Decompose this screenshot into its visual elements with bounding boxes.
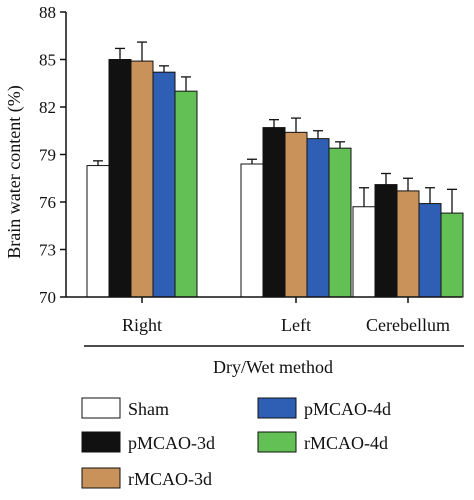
- bar: [174, 90, 198, 298]
- legend-label: rMCAO-4d: [304, 433, 388, 453]
- legend-swatch: [257, 431, 297, 453]
- bar: [262, 127, 286, 298]
- bar: [328, 147, 352, 298]
- legend-label: Sham: [128, 399, 169, 419]
- bar: [396, 190, 420, 298]
- y-tick-label: 82: [39, 98, 56, 117]
- x-axis-title: Dry/Wet method: [213, 357, 333, 377]
- legend-label: pMCAO-3d: [128, 433, 215, 453]
- chart-legend: Sham pMCAO-3d rMCAO-3d pMCAO-4d rMCAO-4d: [81, 397, 391, 489]
- y-axis-title: Brain water content (%): [4, 85, 25, 258]
- bar: [374, 184, 398, 298]
- bar: [306, 138, 330, 298]
- bar: [152, 71, 176, 298]
- bar: [108, 59, 132, 298]
- y-tick-label: 85: [39, 51, 56, 70]
- chart-bars: [86, 41, 464, 298]
- legend-swatch: [81, 397, 121, 419]
- bar: [240, 163, 264, 298]
- y-tick-label: 76: [39, 193, 56, 212]
- y-tick-label: 88: [39, 3, 56, 22]
- bar: [352, 206, 376, 298]
- bar: [284, 131, 308, 298]
- category-label: Left: [281, 315, 311, 335]
- bar: [86, 165, 110, 298]
- bar: [418, 203, 442, 298]
- legend-swatch: [257, 397, 297, 419]
- category-label: Cerebellum: [366, 315, 450, 335]
- legend-label: rMCAO-3d: [128, 469, 212, 489]
- chart-axes: 70 73 76 79 82 85 88 Right Left Cerebellum: [39, 3, 464, 347]
- y-tick-label: 70: [39, 288, 56, 307]
- y-tick-label: 73: [39, 241, 56, 260]
- category-label: Right: [122, 315, 162, 335]
- y-tick-label: 79: [39, 146, 56, 165]
- legend-swatch: [81, 431, 121, 453]
- bar: [440, 212, 464, 298]
- bar: [130, 60, 154, 298]
- legend-label: pMCAO-4d: [304, 399, 391, 419]
- legend-swatch: [81, 467, 121, 489]
